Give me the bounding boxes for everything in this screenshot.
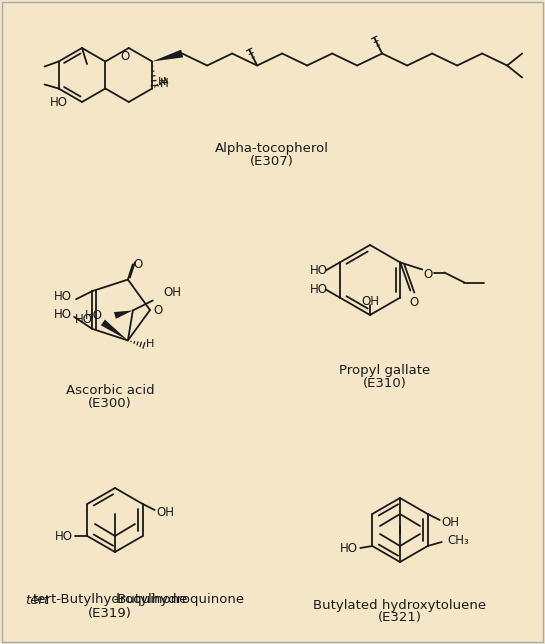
Text: HO: HO [54, 290, 72, 303]
Text: Ascorbic acid: Ascorbic acid [66, 383, 154, 397]
Text: Propyl gallate: Propyl gallate [340, 363, 431, 377]
Text: HO: HO [75, 313, 93, 326]
Text: (E307): (E307) [250, 155, 294, 167]
Text: OH: OH [441, 515, 460, 529]
Text: H: H [158, 77, 166, 86]
Text: O: O [423, 268, 433, 281]
Text: HO: HO [340, 542, 358, 554]
Text: (E321): (E321) [378, 612, 422, 625]
Text: (E310): (E310) [363, 377, 407, 390]
Text: OH: OH [361, 294, 379, 307]
Text: H: H [160, 77, 169, 90]
Text: HO: HO [50, 95, 68, 108]
Text: CH₃: CH₃ [447, 533, 469, 547]
Text: OH: OH [157, 506, 175, 518]
Text: HO: HO [310, 264, 328, 277]
Text: tert: tert [25, 594, 49, 607]
Text: HO: HO [55, 529, 73, 542]
Text: H: H [146, 339, 154, 350]
Text: HO: HO [54, 308, 72, 321]
Text: tert-Butylhydroquinone: tert-Butylhydroquinone [32, 594, 187, 607]
Text: HO: HO [310, 283, 328, 296]
Text: Alpha-tocopherol: Alpha-tocopherol [215, 142, 329, 155]
Text: O: O [153, 303, 162, 316]
Text: OH: OH [163, 286, 181, 299]
Polygon shape [114, 310, 133, 319]
Text: -Butylhydroquinone: -Butylhydroquinone [113, 594, 244, 607]
Text: HO: HO [85, 309, 103, 322]
Text: O: O [133, 258, 142, 271]
Text: O: O [410, 296, 419, 309]
Polygon shape [152, 50, 183, 61]
Text: O: O [120, 50, 129, 62]
Text: Butylated hydroxytoluene: Butylated hydroxytoluene [313, 598, 487, 612]
Polygon shape [101, 319, 128, 341]
Text: (E319): (E319) [88, 607, 132, 620]
Text: (E300): (E300) [88, 397, 132, 410]
